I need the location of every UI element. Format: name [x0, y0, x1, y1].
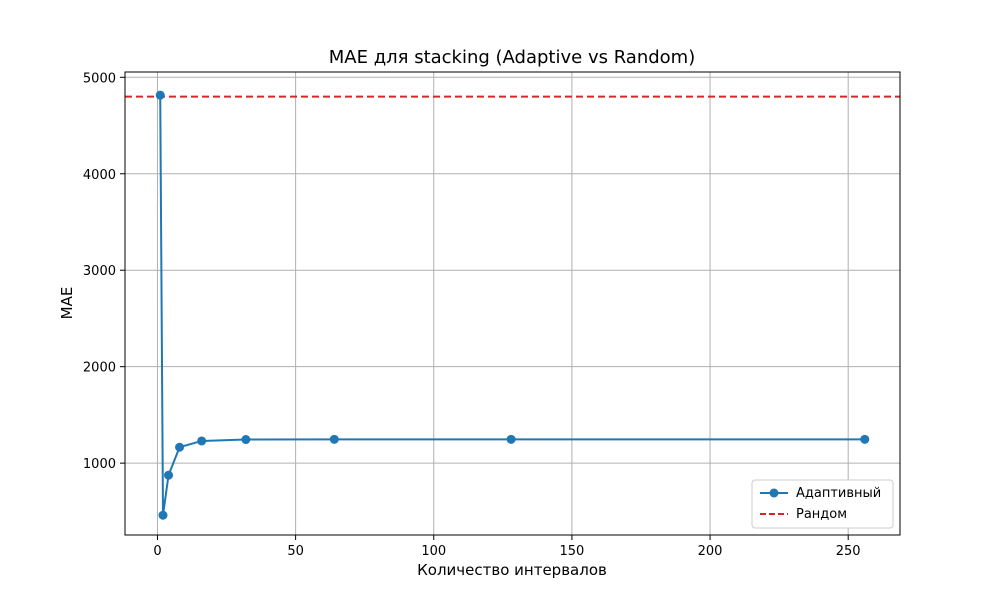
x-tick-label: 100 — [421, 544, 446, 559]
adaptive-data-point — [175, 442, 185, 452]
adaptive-data-point — [164, 470, 174, 480]
legend: Адаптивный Рандом — [751, 479, 894, 529]
x-tick-label: 250 — [836, 544, 861, 559]
legend-random-label: Рандом — [796, 507, 847, 522]
y-tick-label: 5000 — [83, 71, 116, 86]
x-tick-label: 50 — [287, 544, 304, 559]
adaptive-data-point — [155, 90, 165, 100]
y-axis-label: MAE — [58, 287, 76, 320]
plot-area — [125, 90, 900, 520]
adaptive-series-line — [159, 95, 865, 516]
y-tick-label: 4000 — [83, 168, 116, 183]
ticks: 0 50 100 150 200 250 1000 2000 3000 4000 5000 — [83, 71, 861, 559]
y-tick-label: 1000 — [83, 457, 116, 472]
y-tick-label: 2000 — [83, 361, 116, 376]
x-tick-label: 200 — [698, 544, 723, 559]
adaptive-data-point — [158, 510, 168, 520]
x-tick-label: 150 — [559, 544, 584, 559]
chart-title: MAE для stacking (Adaptive vs Random) — [329, 47, 696, 68]
adaptive-data-point — [197, 436, 207, 446]
x-axis-label: Количество интервалов — [417, 561, 607, 579]
adaptive-data-point — [860, 434, 870, 444]
x-tick-label: 0 — [153, 544, 161, 559]
grid — [125, 72, 900, 535]
adaptive-data-point — [329, 434, 339, 444]
axes-frame — [124, 71, 901, 536]
legend-adaptive-marker — [769, 488, 779, 498]
adaptive-data-point — [241, 435, 251, 445]
legend-adaptive-label: Адаптивный — [796, 486, 881, 501]
y-tick-label: 3000 — [83, 264, 116, 279]
adaptive-data-point — [506, 434, 516, 444]
